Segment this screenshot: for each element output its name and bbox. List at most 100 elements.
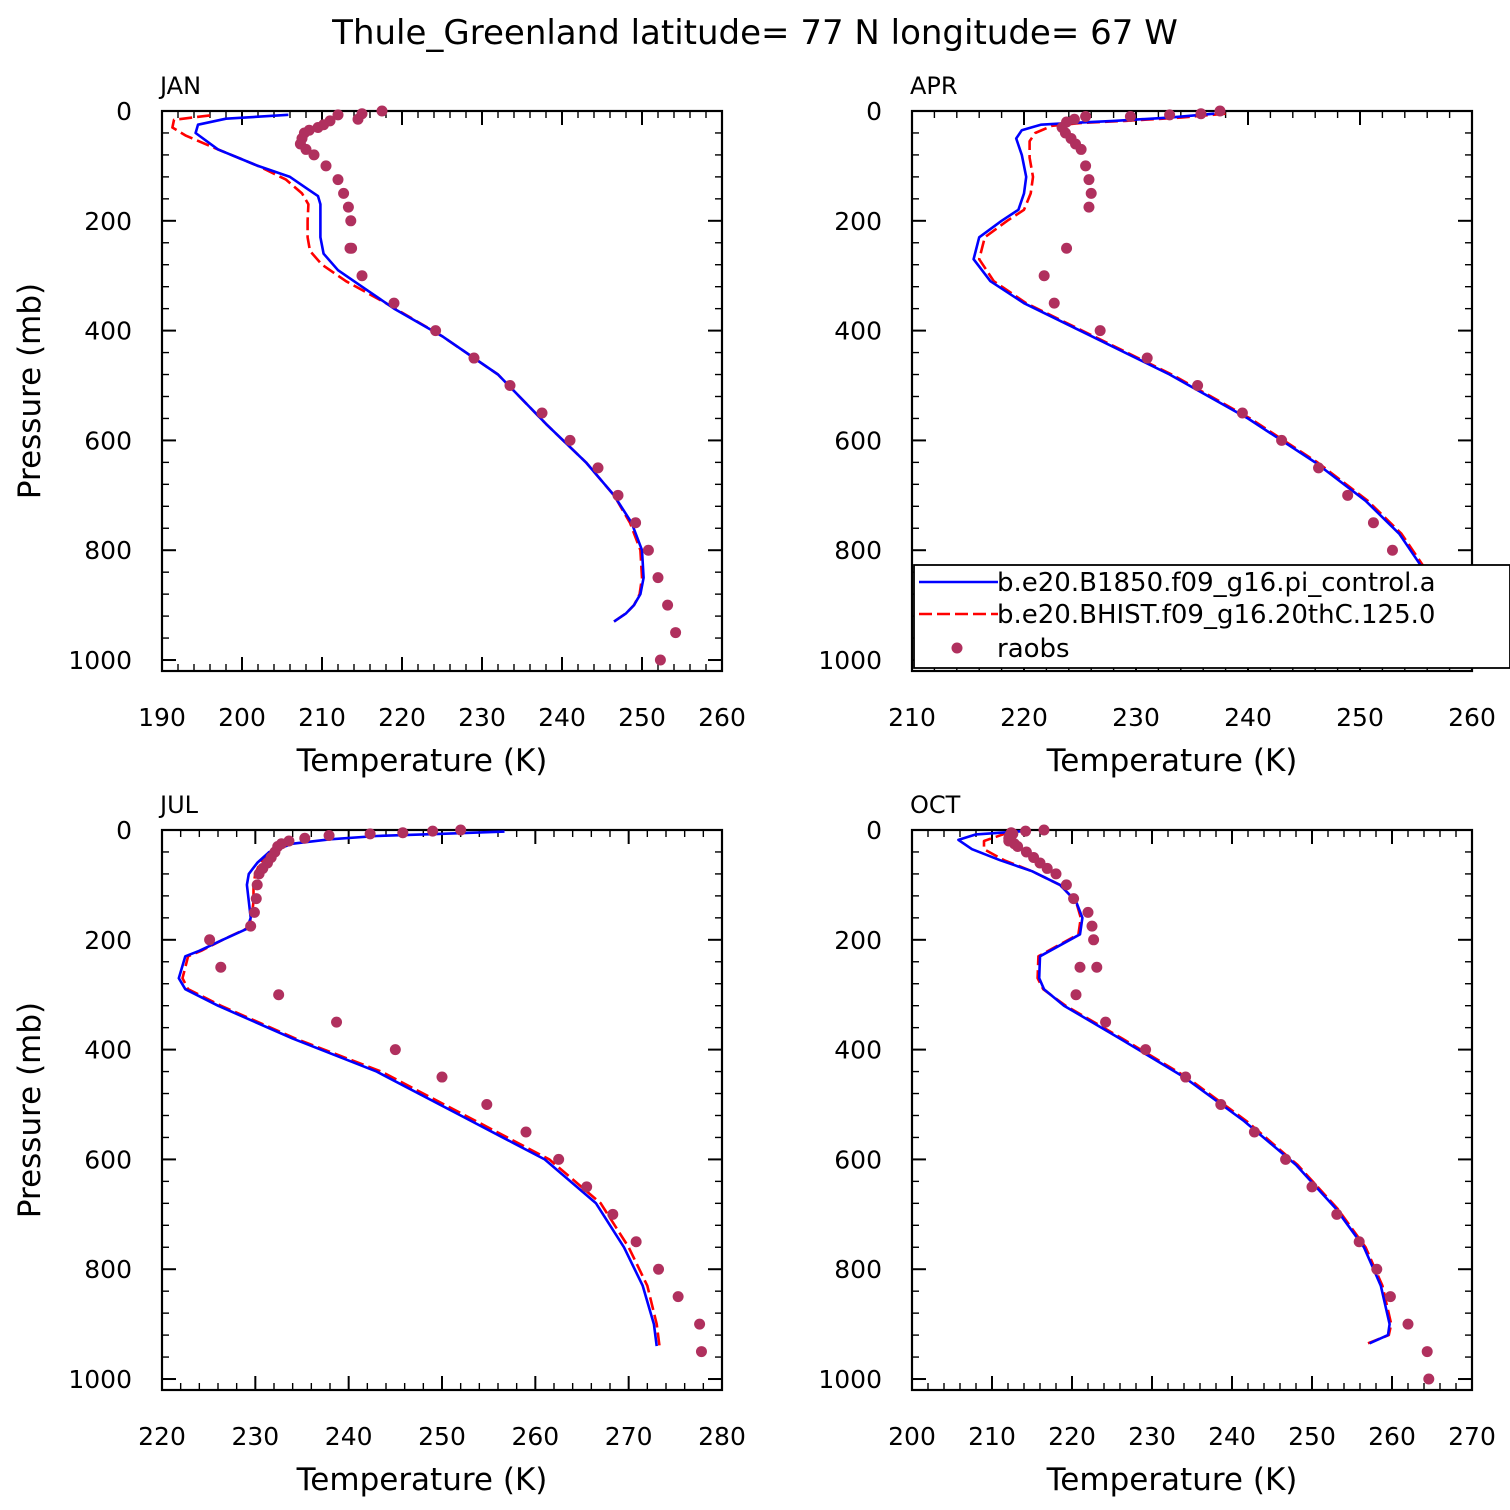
obs-point: [299, 832, 311, 844]
plot-frame: [910, 828, 1474, 1392]
obs-point: [581, 1181, 593, 1193]
plot-frame: [910, 109, 1474, 673]
legend-label: b.e20.BHIST.f09_g16.20thC.125.0: [997, 600, 1435, 630]
obs-point: [1313, 462, 1325, 474]
obs-point: [1060, 879, 1072, 891]
obs-point: [1038, 824, 1050, 836]
y-tick-label: 400: [84, 317, 132, 346]
x-axis-title: Temperature (K): [296, 743, 548, 779]
y-tick-label: 200: [84, 926, 132, 955]
y-tick-label: 400: [834, 317, 882, 346]
obs-point: [1276, 434, 1288, 446]
obs-point: [695, 1346, 707, 1358]
x-axis-title: Temperature (K): [296, 1462, 548, 1498]
obs-point: [1074, 961, 1086, 973]
obs-point: [1124, 110, 1136, 122]
obs-point: [356, 270, 368, 282]
obs-point: [342, 201, 354, 213]
obs-point: [1371, 1263, 1383, 1275]
series-line-hist: [977, 112, 1435, 631]
x-tick-label: 240: [538, 703, 586, 732]
series-line-hist: [171, 114, 644, 623]
plot-frame: [160, 109, 724, 673]
y-tick-label: 400: [84, 1036, 132, 1065]
obs-point: [338, 187, 350, 199]
obs-point: [1140, 1044, 1152, 1056]
obs-point: [1083, 201, 1095, 213]
x-tick-label: 270: [605, 1422, 653, 1451]
obs-point: [630, 1236, 642, 1248]
legend-box: [913, 564, 1510, 669]
obs-point: [331, 1016, 343, 1028]
x-tick-label: 220: [1000, 703, 1048, 732]
panels-container: JAN 190 200 210 220 230 240 250 260 0 200 400 600 800…: [12, 72, 1496, 1498]
obs-point: [1088, 934, 1100, 946]
obs-point: [1075, 143, 1087, 155]
obs-point: [1331, 1208, 1343, 1220]
obs-point: [694, 1318, 706, 1330]
y-tick-label: 1000: [68, 646, 132, 675]
x-tick-label: 260: [1448, 703, 1496, 732]
obs-point: [376, 105, 388, 117]
obs-point: [300, 143, 312, 155]
x-tick-label: 210: [298, 703, 346, 732]
obs-point: [1423, 1373, 1435, 1385]
obs-point: [352, 113, 364, 125]
y-tick-label: 800: [834, 536, 882, 565]
obs-point: [481, 1099, 493, 1111]
obs-point: [1141, 352, 1153, 364]
x-tick-label: 260: [511, 1422, 559, 1451]
y-tick-label: 1000: [818, 1365, 882, 1394]
obs-point: [1085, 187, 1097, 199]
obs-point: [662, 599, 674, 611]
x-tick-label: 200: [218, 703, 266, 732]
obs-point: [204, 934, 216, 946]
obs-point: [1215, 1099, 1227, 1111]
obs-point: [1086, 920, 1098, 932]
obs-point: [1083, 174, 1095, 186]
obs-point: [397, 827, 409, 839]
obs-point: [364, 828, 376, 840]
legend-label: raobs: [997, 634, 1070, 664]
obs-point: [215, 961, 227, 973]
legend: b.e20.B1850.f09_g16.pi_control.ab.e20.BH…: [913, 564, 1510, 669]
obs-point: [332, 109, 344, 121]
y-tick-label: 600: [84, 1145, 132, 1174]
y-tick-label: 200: [834, 207, 882, 236]
y-tick-label: 0: [866, 816, 882, 845]
obs-point: [1041, 862, 1053, 874]
obs-point: [251, 879, 263, 891]
panel-month-label: JAN: [158, 72, 201, 100]
obs-point: [248, 906, 260, 918]
obs-point: [253, 868, 265, 880]
x-tick-label: 250: [1288, 1422, 1336, 1451]
obs-point: [520, 1126, 532, 1138]
x-tick-label: 230: [231, 1422, 279, 1451]
obs-point: [1094, 325, 1106, 337]
y-tick-label: 800: [834, 1255, 882, 1284]
x-tick-label: 220: [138, 1422, 186, 1451]
series-line-control: [194, 113, 645, 623]
obs-point: [1020, 825, 1032, 837]
obs-point: [672, 1291, 684, 1303]
y-axis-title: Pressure (mb): [12, 1002, 48, 1218]
obs-point: [1192, 380, 1204, 392]
panel-month-label: JUL: [158, 791, 199, 819]
x-tick-label: 250: [1336, 703, 1384, 732]
obs-point: [1100, 1016, 1112, 1028]
panel-oct: OCT 200 210 220 230 240 250 260 270 0 200 400 600 800…: [818, 791, 1495, 1498]
obs-point: [455, 824, 467, 836]
x-tick-label: 240: [1224, 703, 1272, 732]
plot-frame: [160, 828, 724, 1392]
obs-point: [612, 489, 624, 501]
obs-point: [430, 325, 442, 337]
obs-point: [1038, 270, 1050, 282]
obs-point: [1306, 1181, 1318, 1193]
y-tick-label: 600: [834, 1145, 882, 1174]
obs-point: [1048, 297, 1060, 309]
obs-point: [320, 160, 332, 172]
panel-apr: APR 210 220 230 240 250 260 0 200 400 600 800 1000 Te…: [818, 72, 1495, 779]
x-tick-label: 240: [325, 1422, 373, 1451]
y-tick-label: 600: [84, 426, 132, 455]
